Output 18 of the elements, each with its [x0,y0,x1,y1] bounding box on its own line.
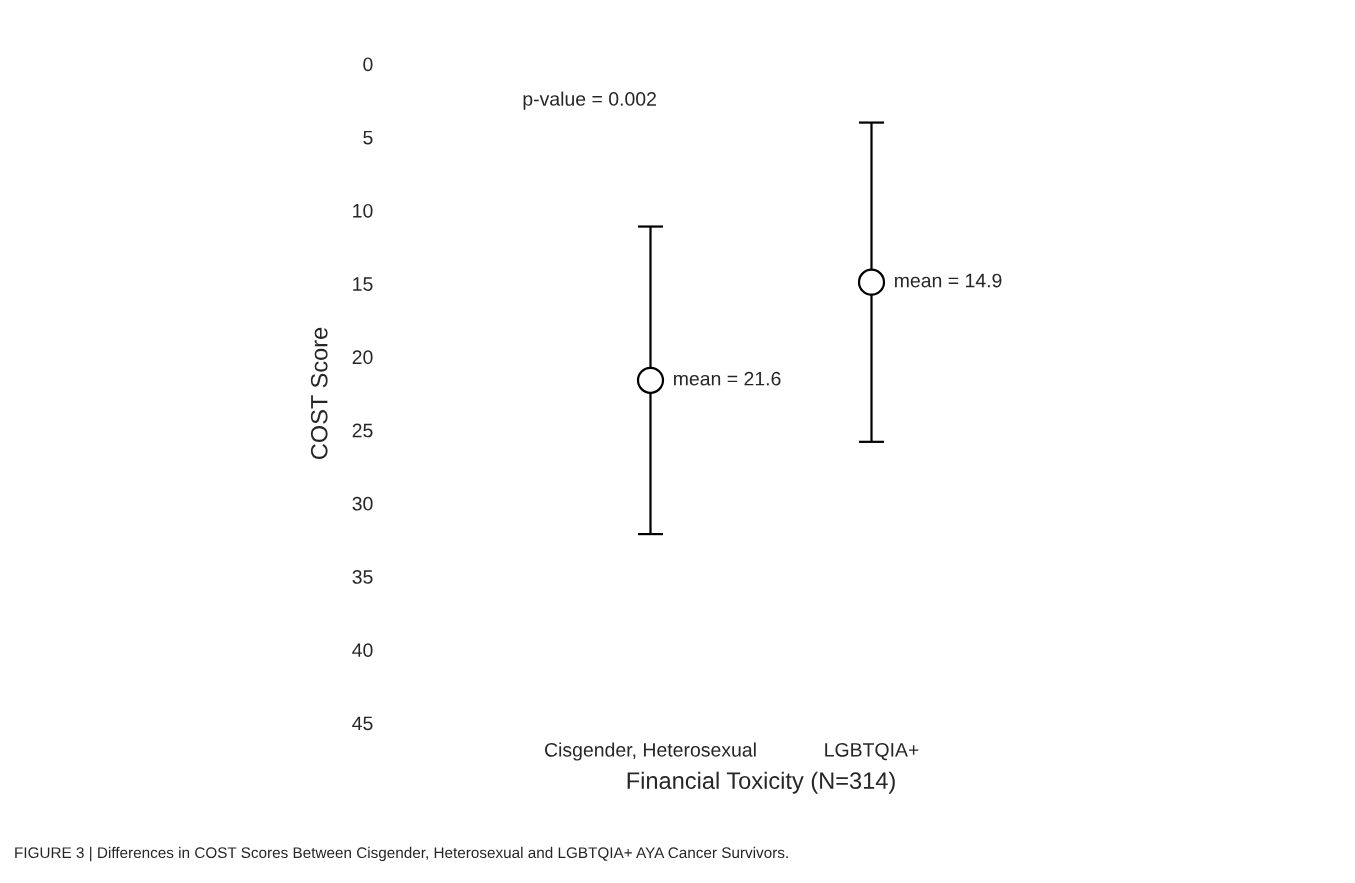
caption: FIGURE 3 | Differences in COST Scores Between Cisgender, Heterosexual and LGBTQIA+ AYA Cancer Survivors. [15,846,788,862]
annotation: p-value = 0.002 [523,91,656,110]
x-tick-label: LGBTQIA+ [825,742,919,761]
y-tick-label: 20 [352,350,373,365]
x-axis-title: Financial Toxicity (N=314) [627,771,895,794]
y-tick-label: 35 [352,570,373,584]
y-tick-label: 40 [352,643,373,658]
y-tick-label: 0 [363,57,373,72]
y-tick-label: 45 [352,716,373,731]
data-label: mean = 14.9 [895,273,1002,288]
y-tick-label: 5 [363,130,373,145]
y-tick-label: 25 [352,423,373,438]
y-tick-label: 10 [353,203,373,218]
y-tick-label: 30 [352,496,373,511]
data-label: mean = 21.6 [674,371,781,386]
y-tick-label: 15 [353,277,373,291]
x-tick-label: Cisgender, Heterosexual [545,742,756,761]
y-axis-title: COST Score [310,327,328,460]
